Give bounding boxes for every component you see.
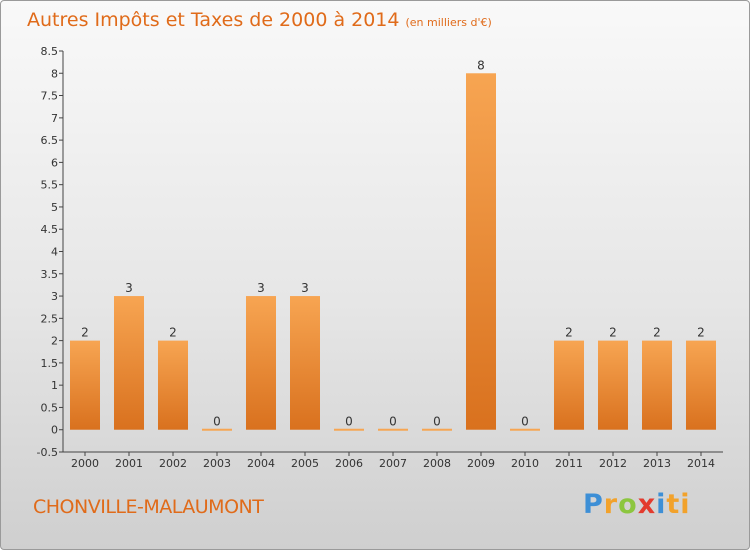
bar-value-label: 2 xyxy=(169,326,177,340)
bar-value-label: 0 xyxy=(389,415,397,429)
bar-value-label: 3 xyxy=(125,281,133,295)
bar-value-label: 3 xyxy=(257,281,265,295)
bar xyxy=(70,340,100,430)
bar-value-label: 0 xyxy=(521,415,529,429)
y-tick-label: 8.5 xyxy=(41,45,59,58)
proxiti-logo: Proxiti xyxy=(583,489,691,520)
bar xyxy=(202,428,232,431)
y-tick-label: 3 xyxy=(51,290,58,303)
x-tick-label: 2001 xyxy=(115,457,143,470)
bar xyxy=(290,296,320,430)
bar-value-label: 2 xyxy=(81,326,89,340)
y-tick-label: 1.5 xyxy=(41,357,59,370)
bar-value-label: 2 xyxy=(653,326,661,340)
x-tick-label: 2014 xyxy=(687,457,715,470)
bar xyxy=(334,428,364,431)
bar xyxy=(378,428,408,431)
y-tick-label: 2.5 xyxy=(41,312,59,325)
x-tick-label: 2011 xyxy=(555,457,583,470)
x-tick-label: 2013 xyxy=(643,457,671,470)
bar-value-label: 2 xyxy=(609,326,617,340)
y-tick-label: 5.5 xyxy=(41,179,59,192)
bar xyxy=(598,340,628,430)
bar xyxy=(642,340,672,430)
bar-value-label: 8 xyxy=(477,58,485,72)
y-tick-label: 7.5 xyxy=(41,90,59,103)
y-tick-label: 6.5 xyxy=(41,134,59,147)
x-ticks: 2000 2001 2002 2003 2004 2005 2006 2007 2008 2009… xyxy=(71,452,715,470)
y-tick-label: 1 xyxy=(51,379,58,392)
bars: 2 3 2 0 3 3 0 0 0 8 0 2 2 2 2 xyxy=(70,58,716,431)
x-tick-label: 2010 xyxy=(511,457,539,470)
x-tick-label: 2012 xyxy=(599,457,627,470)
bar xyxy=(246,296,276,430)
bar-value-label: 2 xyxy=(697,326,705,340)
x-tick-label: 2008 xyxy=(423,457,451,470)
x-tick-label: 2009 xyxy=(467,457,495,470)
x-tick-label: 2006 xyxy=(335,457,363,470)
x-tick-label: 2002 xyxy=(159,457,187,470)
y-tick-label: 4.5 xyxy=(41,223,59,236)
chart-title: Autres Impôts et Taxes de 2000 à 2014 (en… xyxy=(27,9,492,31)
x-tick-label: 2007 xyxy=(379,457,407,470)
y-tick-label: 8 xyxy=(51,67,58,80)
x-tick-label: 2000 xyxy=(71,457,99,470)
bar xyxy=(510,428,540,431)
bar-value-label: 0 xyxy=(345,415,353,429)
y-tick-label: 5 xyxy=(51,201,58,214)
chart-unit: (en milliers d'€) xyxy=(405,16,492,29)
chart-title-text: Autres Impôts et Taxes de 2000 à 2014 xyxy=(27,9,400,31)
y-tick-label: 0.5 xyxy=(41,401,59,414)
bar xyxy=(114,296,144,430)
bar-value-label: 0 xyxy=(213,415,221,429)
y-tick-label: 0 xyxy=(51,424,58,437)
y-ticks: -0.5 0 0.5 1 1.5 2 2.5 3 3.5 4 4.5 5 5.5 6 6.5 7 7.5 8 8.5 xyxy=(37,45,63,459)
bar xyxy=(422,428,452,431)
y-tick-label: -0.5 xyxy=(37,446,58,459)
bar-value-label: 2 xyxy=(565,326,573,340)
x-tick-label: 2004 xyxy=(247,457,275,470)
bar xyxy=(554,340,584,430)
bar xyxy=(686,340,716,430)
x-tick-label: 2005 xyxy=(291,457,319,470)
bar xyxy=(158,340,188,430)
y-tick-label: 7 xyxy=(51,112,58,125)
y-tick-label: 3.5 xyxy=(41,268,59,281)
bar xyxy=(466,73,496,430)
commune-name: CHONVILLE-MALAUMONT xyxy=(33,496,264,518)
y-tick-label: 4 xyxy=(51,246,58,259)
x-tick-label: 2003 xyxy=(203,457,231,470)
y-tick-label: 6 xyxy=(51,156,58,169)
bar-value-label: 3 xyxy=(301,281,309,295)
bar-value-label: 0 xyxy=(433,415,441,429)
y-tick-label: 2 xyxy=(51,335,58,348)
